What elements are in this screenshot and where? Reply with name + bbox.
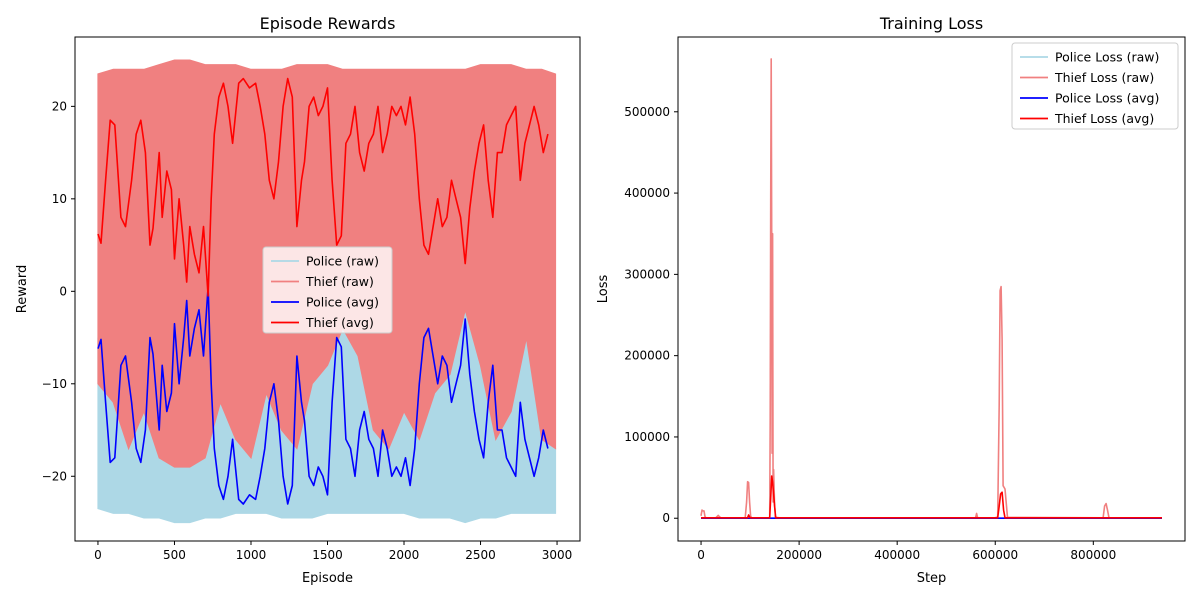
y-tick-label: 100000 [624, 430, 670, 444]
series-thief-avg-line [97, 77, 549, 297]
x-tick-label: 1000 [236, 548, 267, 562]
legend-label: Thief (avg) [305, 315, 374, 330]
legend-frame [1011, 42, 1179, 130]
x-axis-ticks: 0 500 1000 1500 2000 2500 3000 [94, 541, 572, 562]
legend-label: Police Loss (raw) [1055, 50, 1159, 65]
training-loss-chart: Training Loss 0 200000 400000 600000 800000 … [596, 14, 1186, 586]
x-tick-label: 0 [94, 548, 102, 562]
x-tick-label: 400000 [874, 548, 920, 562]
y-tick-label: 500000 [624, 105, 670, 119]
series-police-avg-line [97, 285, 549, 505]
plot-area [677, 36, 1186, 542]
legend-label: Police (raw) [306, 254, 379, 269]
y-tick-label: −10 [42, 377, 67, 391]
y-tick-label: 300000 [624, 267, 670, 281]
y-tick-label: 200000 [624, 349, 670, 363]
x-tick-label: 2000 [389, 548, 420, 562]
y-tick-label: 20 [52, 99, 67, 113]
legend-label: Thief Loss (avg) [1054, 111, 1154, 126]
x-tick-label: 1500 [312, 548, 343, 562]
legend-label: Thief (raw) [305, 274, 374, 289]
x-tick-label: 0 [697, 548, 705, 562]
x-tick-label: 500 [163, 548, 186, 562]
legend: Police (raw) Thief (raw) Police (avg) Thief… [262, 246, 393, 334]
y-tick-label: 10 [52, 192, 67, 206]
y-tick-label: 0 [662, 511, 670, 525]
chart-title: Training Loss [879, 14, 983, 33]
y-axis-label: Loss [596, 275, 611, 304]
x-tick-label: 600000 [972, 548, 1018, 562]
y-tick-label: 0 [59, 284, 67, 298]
y-axis-label: Reward [15, 265, 30, 313]
x-tick-label: 800000 [1070, 548, 1116, 562]
legend-label: Police (avg) [306, 295, 379, 310]
chart-title: Episode Rewards [260, 14, 396, 33]
x-tick-label: 2500 [465, 548, 496, 562]
y-axis-ticks: 0 100000 200000 300000 400000 500000 [624, 105, 678, 525]
x-axis-ticks: 0 200000 400000 600000 800000 [697, 541, 1116, 562]
y-tick-label: 400000 [624, 186, 670, 200]
plot-frame [677, 36, 1186, 542]
x-axis-label: Step [917, 571, 947, 586]
y-axis-ticks: −20 −10 0 10 20 [42, 99, 75, 483]
episode-rewards-chart: Episode Rewards 0 500 1000 1500 2000 2500 3000… [15, 14, 581, 586]
y-tick-label: −20 [42, 469, 67, 483]
series-thief-loss-avg-line [701, 475, 1162, 519]
series-layer [700, 58, 1162, 519]
x-tick-label: 200000 [776, 548, 822, 562]
legend: Police Loss (raw) Thief Loss (raw) Police … [1011, 42, 1179, 130]
legend-label: Police Loss (avg) [1055, 91, 1159, 106]
legend-frame [262, 246, 393, 334]
x-axis-label: Episode [302, 571, 353, 586]
legend-label: Thief Loss (raw) [1054, 70, 1154, 85]
x-tick-label: 3000 [542, 548, 573, 562]
